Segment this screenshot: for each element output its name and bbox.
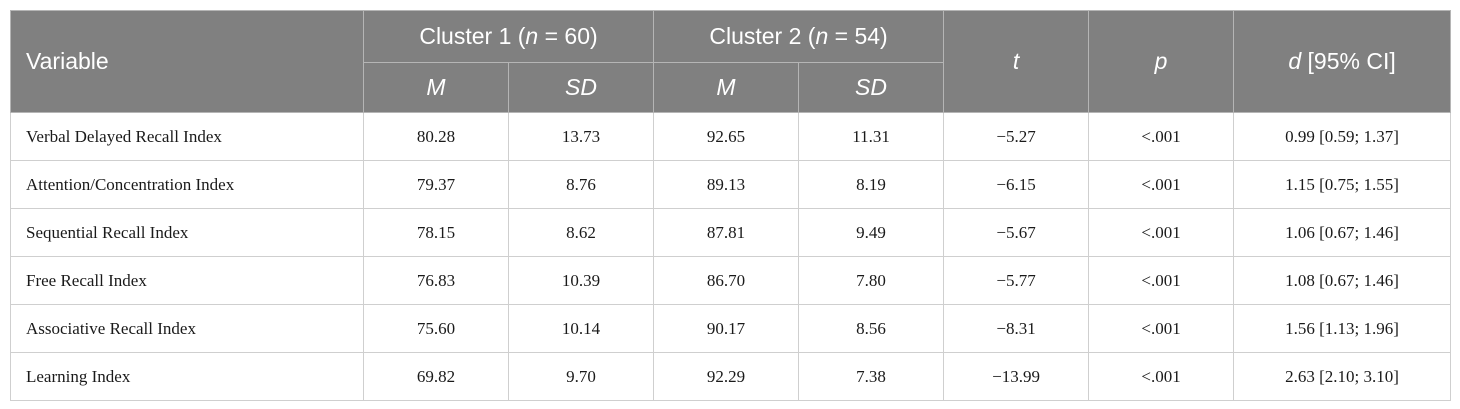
table-body: Verbal Delayed Recall Index 80.28 13.73 … — [10, 112, 1452, 401]
variable-cell: Learning Index — [10, 352, 364, 401]
cluster1-header: Cluster 1 (n = 60) — [362, 10, 655, 63]
table-row: Free Recall Index 76.83 10.39 86.70 7.80… — [10, 256, 1452, 305]
cluster2-m-header: M — [653, 62, 800, 113]
p-header: p — [1088, 10, 1235, 113]
cluster2-prefix: Cluster 2 ( — [709, 23, 816, 49]
p-cell: <.001 — [1088, 112, 1235, 161]
variable-cell: Verbal Delayed Recall Index — [10, 112, 364, 161]
d-cell: 1.15 [0.75; 1.55] — [1233, 160, 1452, 209]
cluster2-sd-cell: 8.19 — [798, 160, 945, 209]
d-header: d [95% CI] — [1233, 10, 1452, 113]
cluster1-m-cell: 76.83 — [363, 256, 509, 305]
table-row: Sequential Recall Index 78.15 8.62 87.81… — [10, 208, 1452, 257]
t-cell: −6.15 — [943, 160, 1090, 209]
table-row: Verbal Delayed Recall Index 80.28 13.73 … — [10, 112, 1452, 161]
d-cell: 0.99 [0.59; 1.37] — [1233, 112, 1452, 161]
cluster2-m-cell: 89.13 — [653, 160, 800, 209]
cluster2-m-cell: 87.81 — [653, 208, 800, 257]
cluster1-sd-cell: 10.39 — [507, 256, 655, 305]
d-cell: 2.63 [2.10; 3.10] — [1233, 352, 1452, 401]
cluster1-sd-cell: 8.62 — [507, 208, 655, 257]
p-cell: <.001 — [1088, 208, 1235, 257]
d-cell: 1.56 [1.13; 1.96] — [1233, 304, 1452, 353]
p-cell: <.001 — [1088, 160, 1235, 209]
cluster1-m-cell: 69.82 — [363, 352, 509, 401]
cluster1-m-header: M — [363, 62, 509, 113]
p-symbol: p — [1154, 48, 1168, 74]
table-row: Associative Recall Index 75.60 10.14 90.… — [10, 304, 1452, 353]
cluster1-m-cell: 79.37 — [363, 160, 509, 209]
cluster1-m-symbol: M — [426, 74, 446, 100]
t-cell: −13.99 — [943, 352, 1090, 401]
variable-header: Variable — [10, 10, 364, 113]
cluster2-sd-cell: 7.80 — [798, 256, 945, 305]
cluster1-m-cell: 75.60 — [363, 304, 509, 353]
table-header: Variable Cluster 1 (n = 60) Cluster 2 (n… — [10, 10, 1452, 113]
cluster2-sd-header: SD — [798, 62, 945, 113]
cluster2-m-cell: 90.17 — [653, 304, 800, 353]
cluster2-sd-cell: 11.31 — [798, 112, 945, 161]
cluster1-m-cell: 80.28 — [363, 112, 509, 161]
cluster1-sd-cell: 13.73 — [507, 112, 655, 161]
cluster2-m-cell: 92.29 — [653, 352, 800, 401]
cluster1-sd-cell: 8.76 — [507, 160, 655, 209]
cluster1-sd-cell: 9.70 — [507, 352, 655, 401]
variable-cell: Free Recall Index — [10, 256, 364, 305]
d-cell: 1.08 [0.67; 1.46] — [1233, 256, 1452, 305]
p-cell: <.001 — [1088, 256, 1235, 305]
cluster2-m-symbol: M — [716, 74, 736, 100]
t-cell: −5.67 — [943, 208, 1090, 257]
cluster1-m-cell: 78.15 — [363, 208, 509, 257]
variable-cell: Sequential Recall Index — [10, 208, 364, 257]
cluster1-sd-cell: 10.14 — [507, 304, 655, 353]
t-symbol: t — [1012, 48, 1020, 74]
variable-cell: Attention/Concentration Index — [10, 160, 364, 209]
d-suffix: [95% CI] — [1301, 48, 1396, 74]
t-header: t — [943, 10, 1090, 113]
p-cell: <.001 — [1088, 352, 1235, 401]
table-row: Attention/Concentration Index 79.37 8.76… — [10, 160, 1452, 209]
cluster2-n-symbol: n — [815, 23, 829, 49]
cluster1-prefix: Cluster 1 ( — [419, 23, 526, 49]
cluster2-header: Cluster 2 (n = 54) — [653, 10, 945, 63]
cluster2-suffix: = 54) — [828, 23, 888, 49]
t-cell: −5.77 — [943, 256, 1090, 305]
table-row: Learning Index 69.82 9.70 92.29 7.38 −13… — [10, 352, 1452, 401]
cluster2-sd-symbol: SD — [855, 74, 887, 100]
cluster1-suffix: = 60) — [538, 23, 598, 49]
cluster2-sd-cell: 7.38 — [798, 352, 945, 401]
variable-cell: Associative Recall Index — [10, 304, 364, 353]
cluster2-sd-cell: 9.49 — [798, 208, 945, 257]
cluster1-sd-symbol: SD — [565, 74, 597, 100]
results-table: Variable Cluster 1 (n = 60) Cluster 2 (n… — [10, 10, 1452, 401]
cluster2-sd-cell: 8.56 — [798, 304, 945, 353]
cluster1-n-symbol: n — [525, 23, 539, 49]
cluster2-m-cell: 86.70 — [653, 256, 800, 305]
d-symbol: d — [1288, 48, 1302, 74]
d-cell: 1.06 [0.67; 1.46] — [1233, 208, 1452, 257]
t-cell: −8.31 — [943, 304, 1090, 353]
cluster2-m-cell: 92.65 — [653, 112, 800, 161]
t-cell: −5.27 — [943, 112, 1090, 161]
cluster1-sd-header: SD — [507, 62, 655, 113]
p-cell: <.001 — [1088, 304, 1235, 353]
